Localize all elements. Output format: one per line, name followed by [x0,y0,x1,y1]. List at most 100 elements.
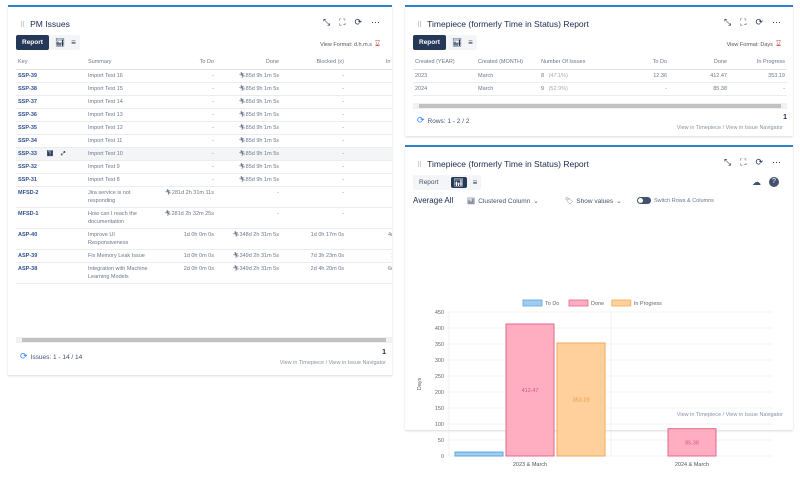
switch-rows-columns[interactable]: Switch Rows & Columns [637,197,714,204]
issue-key-link[interactable]: SSP-36 [18,111,37,118]
report-button[interactable]: Report [413,35,446,50]
table-row[interactable]: MFSD-1 How can I reach the documentation… [16,207,392,229]
table-row[interactable]: SSP-37 Import Test 14 - 🏃︎85d 9h 1m 5s - [16,95,392,109]
more-icon[interactable]: ⋯ [772,17,781,27]
chart-view-icon[interactable]: 📊︎ [54,38,66,47]
download-cloud-icon[interactable]: ☁ [752,177,761,187]
refresh-icon[interactable]: ⟳ [417,115,425,125]
view-format[interactable]: View Format: Days ⌛︎ [727,39,781,49]
issue-key-link[interactable]: SSP-37 [18,98,37,105]
col-inprogress[interactable]: In Progress [729,55,787,70]
table-row[interactable]: SSP-34 Import Test 11 - 🏃︎85d 9h 1m 5s - [16,134,392,148]
col-blocked[interactable]: Blocked (x) [281,55,346,70]
collapse-icon[interactable]: ⤡ [723,157,732,167]
issue-key-link[interactable]: SSP-38 [18,85,37,92]
report-button[interactable]: Report [419,179,439,186]
col-created-year[interactable]: Created (YEAR) [413,55,476,70]
list-view-icon[interactable]: ≡ [472,178,478,187]
table-row[interactable]: SSP-33 📊︎ ⤢ Import Test 10 - 🏃︎85d 9h 1m… [16,147,392,161]
col-done[interactable]: Done [669,55,729,70]
issue-count[interactable]: 8 (47.1%) [539,69,614,83]
view-in-issue-navigator-link[interactable]: View in Issue Navigator [725,412,783,418]
collapse-icon[interactable]: ⤡ [723,17,732,27]
table-row[interactable]: ASP-40 Improve UI Responsiveness 1d 0h 0… [16,228,392,250]
view-format[interactable]: View Format: d.h.m.s ⌛︎ [320,39,380,49]
issue-key-link[interactable]: SSP-31 [18,176,37,183]
fullscreen-icon[interactable]: ⛶ [740,17,747,27]
issue-key-link[interactable]: ASP-39 [18,252,38,259]
issue-key-link[interactable]: SSP-32 [18,163,37,170]
issue-key[interactable]: SSP-36 [16,108,86,122]
table-row[interactable]: ASP-38 Integration with Machine Learning… [16,262,392,284]
switch-toggle[interactable] [637,197,651,204]
table-row[interactable]: SSP-31 Import Test 8 - 🏃︎85d 9h 1m 5s - [16,173,392,187]
list-view-icon[interactable]: ≡ [468,38,473,47]
more-icon[interactable]: ⋯ [772,157,781,167]
table-row[interactable]: SSP-35 Import Test 12 - 🏃︎85d 9h 1m 5s - [16,121,392,135]
issue-key-link[interactable]: SSP-39 [18,72,37,79]
more-icon[interactable]: ⋯ [371,17,380,27]
issue-key[interactable]: SSP-37 [16,95,86,109]
issue-key-link[interactable]: MFSD-1 [18,210,39,217]
page-number[interactable]: 1 [783,114,787,121]
horizontal-scrollbar[interactable] [16,337,392,343]
refresh-icon[interactable]: ⟳ [354,17,362,27]
issue-key-link[interactable]: ASP-40 [18,231,38,238]
issue-key[interactable]: SSP-35 [16,121,86,135]
view-in-issue-navigator-link[interactable]: View in Issue Navigator [328,360,386,366]
show-values-dropdown[interactable]: 🏷︎ Show values ⌄ [565,197,622,206]
fullscreen-icon[interactable]: ⛶ [339,17,346,27]
issue-key-link[interactable]: SSP-35 [18,124,37,131]
chart-type-dropdown[interactable]: 📊︎ Clustered Column ⌄ [467,197,539,206]
drag-handle-icon[interactable]: ⠿ [417,22,423,29]
col-done[interactable]: Done [216,55,281,70]
expand-icon[interactable]: ⤢ [61,150,66,157]
view-in-issue-navigator-link[interactable]: View in Issue Navigator [725,125,783,131]
collapse-icon[interactable]: ⤡ [322,17,331,27]
issue-key[interactable]: MFSD-1 [16,207,86,229]
table-row[interactable]: 2024 March 9 (52.9%) - 85.38 - [413,82,787,96]
page-number[interactable]: 1 [382,349,386,356]
issue-key-link[interactable]: ASP-38 [18,265,38,272]
table-row[interactable]: ASP-39 Fix Memory Leak Issue 1d 0h 0m 0s… [16,249,392,263]
help-icon[interactable]: ? [769,177,779,187]
col-todo[interactable]: To Do [614,55,669,70]
drag-handle-icon[interactable]: ⠿ [20,22,26,29]
col-number-of-issues[interactable]: Number Of Issues [539,55,614,70]
list-view-icon[interactable]: ≡ [71,38,76,47]
col-todo[interactable]: To Do [158,55,216,70]
issue-key[interactable]: SSP-32 [16,160,86,174]
hourglass-icon[interactable]: ⌛︎ [374,39,380,48]
issue-key[interactable]: ASP-38 [16,262,86,284]
refresh-icon[interactable]: ⟳ [755,157,763,167]
view-in-timepiece-link[interactable]: View in Timepiece [279,360,325,366]
issue-key[interactable]: ASP-39 [16,249,86,263]
col-key[interactable]: Key [16,55,86,70]
col-created-month[interactable]: Created (MONTH) [476,55,539,70]
hourglass-icon[interactable]: ⌛︎ [775,39,781,48]
refresh-icon[interactable]: ⟳ [20,351,28,361]
table-row[interactable]: 2023 March 8 (47.1%) 12.36 412.47 353.19 [413,69,787,83]
issue-key-link[interactable]: SSP-34 [18,137,37,144]
chart-view-icon[interactable]: 📊︎ [450,177,467,188]
issue-key[interactable]: ASP-40 [16,228,86,250]
issue-key[interactable]: MFSD-2 [16,186,86,208]
fullscreen-icon[interactable]: ⛶ [740,157,747,167]
issue-key[interactable]: SSP-31 [16,173,86,187]
table-row[interactable]: SSP-36 Import Test 13 - 🏃︎85d 9h 1m 5s - [16,108,392,122]
issue-key-link[interactable]: SSP-33 [18,150,37,157]
issue-key-link[interactable]: MFSD-2 [18,189,39,196]
refresh-icon[interactable]: ⟳ [755,17,763,27]
issue-key[interactable]: SSP-39 [16,69,86,83]
issue-count[interactable]: 9 (52.9%) [539,82,614,96]
drag-handle-icon[interactable]: ⠿ [417,162,423,169]
table-row[interactable]: MFSD-2 Jira service is not responding 🏃︎… [16,186,392,208]
issue-key[interactable]: SSP-34 [16,134,86,148]
table-row[interactable]: SSP-32 Import Test 9 - 🏃︎85d 9h 1m 5s - [16,160,392,174]
table-row[interactable]: SSP-38 Import Test 15 - 🏃︎85d 9h 1m 5s - [16,82,392,96]
chart-icon[interactable]: 📊︎ [46,150,54,157]
issue-key[interactable]: SSP-33 📊︎ ⤢ [16,147,86,161]
horizontal-scrollbar[interactable] [413,103,787,109]
table-row[interactable]: SSP-39 Import Test 16 - 🏃︎85d 9h 1m 5s - [16,69,392,83]
chart-view-icon[interactable]: 📊︎ [451,38,463,47]
